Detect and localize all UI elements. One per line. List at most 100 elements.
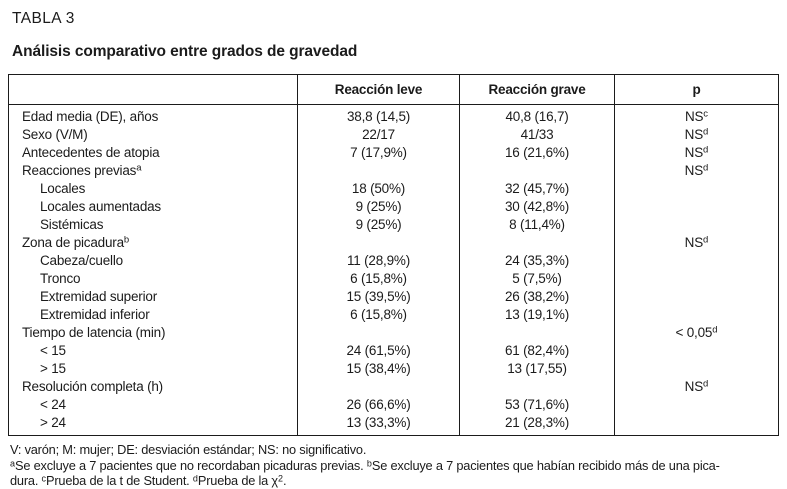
footnotes: V: varón; M: mujer; DE: desviación están… <box>10 442 778 489</box>
table-body: Edad media (DE), años 38,8 (14,5) 40,8 (16… <box>9 104 779 436</box>
superscript-marker: c <box>41 473 47 484</box>
cell-p-value: NSd <box>614 144 779 162</box>
cell-reaccion-leve: 15 (38,4%) <box>297 360 460 378</box>
row-label: Extremidad inferior <box>40 307 150 322</box>
superscript-marker: a <box>136 162 142 174</box>
cell-reaccion-leve: 15 (39,5%) <box>297 288 460 306</box>
cell-reaccion-leve <box>297 324 460 342</box>
cell-reaccion-grave: 24 (35,3%) <box>459 252 615 270</box>
comparison-table: Reacción leve Reacción grave p Edad medi… <box>8 74 779 436</box>
cell-reaccion-leve: 24 (61,5%) <box>297 342 460 360</box>
superscript-marker: d <box>703 234 709 246</box>
col-header-p: p <box>614 74 779 105</box>
col-header-reaccion-grave: Reacción grave <box>459 74 615 105</box>
superscript-marker: d <box>712 324 718 336</box>
row-label: Tiempo de latencia (min) <box>22 325 166 340</box>
row-label: Sistémicas <box>40 217 104 232</box>
cell-reaccion-leve: 6 (15,8%) <box>297 306 460 324</box>
superscript-marker: b <box>123 234 130 246</box>
header-row: Reacción leve Reacción grave p <box>8 74 779 105</box>
cell-p-value <box>614 414 779 436</box>
cell-p-value <box>614 216 779 234</box>
cell-reaccion-leve: 22/17 <box>297 126 460 144</box>
row-label: Tronco <box>40 271 81 286</box>
cell-reaccion-leve: 18 (50%) <box>297 180 460 198</box>
cell-reaccion-grave: 8 (11,4%) <box>459 216 615 234</box>
cell-reaccion-grave: 41/33 <box>459 126 615 144</box>
cell-reaccion-leve <box>297 162 460 180</box>
cell-p-value: NSd <box>614 378 779 396</box>
cell-reaccion-grave: 53 (71,6%) <box>459 396 615 414</box>
row-label: > 15 <box>40 361 66 376</box>
cell-reaccion-grave: 13 (19,1%) <box>459 306 615 324</box>
row-label: < 24 <box>40 397 66 412</box>
row-label: Sexo (V/M) <box>22 127 88 142</box>
superscript-marker: b <box>366 458 372 468</box>
cell-reaccion-leve: 13 (33,3%) <box>297 414 460 436</box>
cell-p-value: NSc <box>614 104 779 126</box>
cell-reaccion-leve: 9 (25%) <box>297 198 460 216</box>
cell-p-value: NSd <box>614 234 779 252</box>
cell-reaccion-grave: 21 (28,3%) <box>459 414 615 436</box>
table-header: Reacción leve Reacción grave p <box>8 74 779 105</box>
cell-reaccion-leve: 11 (28,9%) <box>297 252 460 270</box>
row-label: Edad media (DE), años <box>22 109 159 124</box>
cell-p-value <box>614 360 779 378</box>
table-row: > 24 13 (33,3%) 21 (28,3%) <box>9 414 779 436</box>
table-row: Sexo (V/M) 22/17 41/33 NSd <box>9 126 779 144</box>
cell-reaccion-grave: 61 (82,4%) <box>459 342 615 360</box>
cell-reaccion-leve: 38,8 (14,5) <box>297 104 460 126</box>
row-label: Reacciones previasa <box>22 162 142 178</box>
cell-reaccion-grave: 5 (7,5%) <box>459 270 615 288</box>
superscript-marker: a <box>10 458 16 468</box>
cell-reaccion-grave: 16 (21,6%) <box>459 144 615 162</box>
cell-reaccion-grave: 40,8 (16,7) <box>459 104 615 126</box>
superscript-marker: d <box>703 162 709 174</box>
cell-p-value: NSd <box>614 126 779 144</box>
cell-reaccion-leve: 26 (66,6%) <box>297 396 460 414</box>
table-row: Locales 18 (50%) 32 (45,7%) <box>9 180 779 198</box>
table-row: Edad media (DE), años 38,8 (14,5) 40,8 (16… <box>9 104 779 126</box>
cell-p-value <box>614 252 779 270</box>
cell-reaccion-leve <box>297 234 460 252</box>
cell-reaccion-grave <box>459 324 615 342</box>
table-row: Resolución completa (h) NSd <box>9 378 779 396</box>
cell-p-value <box>614 288 779 306</box>
cell-reaccion-grave <box>459 162 615 180</box>
cell-reaccion-grave: 32 (45,7%) <box>459 180 615 198</box>
cell-reaccion-leve: 9 (25%) <box>297 216 460 234</box>
cell-reaccion-grave: 30 (42,8%) <box>459 198 615 216</box>
table-row: Reacciones previasa NSd <box>9 162 779 180</box>
col-header-empty <box>8 74 298 105</box>
row-label: Zona de picadurab <box>22 234 130 250</box>
table-row: > 15 15 (38,4%) 13 (17,55) <box>9 360 779 378</box>
cell-reaccion-grave <box>459 234 615 252</box>
col-header-reaccion-leve: Reacción leve <box>297 74 460 105</box>
table-row: < 15 24 (61,5%) 61 (82,4%) <box>9 342 779 360</box>
cell-reaccion-grave: 26 (38,2%) <box>459 288 615 306</box>
row-label: Locales aumentadas <box>40 199 161 214</box>
row-label: Extremidad superior <box>40 289 158 304</box>
row-label: > 24 <box>40 415 66 430</box>
cell-p-value <box>614 180 779 198</box>
table-row: Locales aumentadas 9 (25%) 30 (42,8%) <box>9 198 779 216</box>
table-row: Tronco 6 (15,8%) 5 (7,5%) <box>9 270 779 288</box>
footnote-line: V: varón; M: mujer; DE: desviación están… <box>10 442 367 457</box>
table-row: < 24 26 (66,6%) 53 (71,6%) <box>9 396 779 414</box>
cell-reaccion-leve <box>297 378 460 396</box>
cell-p-value <box>614 198 779 216</box>
cell-reaccion-leve: 7 (17,9%) <box>297 144 460 162</box>
row-label: Cabeza/cuello <box>40 253 123 268</box>
cell-p-value: < 0,05d <box>614 324 779 342</box>
table-row: Sistémicas 9 (25%) 8 (11,4%) <box>9 216 779 234</box>
table-row: Cabeza/cuello 11 (28,9%) 24 (35,3%) <box>9 252 779 270</box>
superscript-marker: 2 <box>277 473 283 484</box>
row-label: Resolución completa (h) <box>22 379 163 394</box>
cell-p-value: NSd <box>614 162 779 180</box>
cell-reaccion-grave <box>459 378 615 396</box>
superscript-marker: d <box>192 473 198 484</box>
footnote-line: dura. cPrueba de la t de Student. dPrueb… <box>10 473 287 488</box>
table-row: Zona de picadurab NSd <box>9 234 779 252</box>
footnote-line: aSe excluye a 7 pacientes que no recorda… <box>10 457 720 473</box>
